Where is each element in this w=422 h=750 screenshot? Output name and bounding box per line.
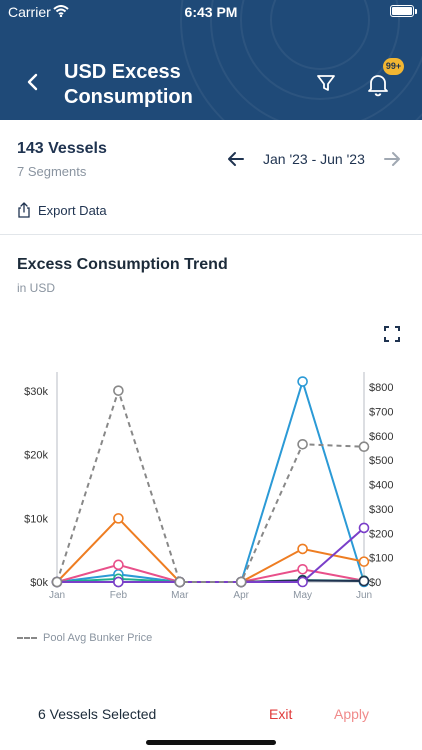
export-data-label: Export Data: [38, 202, 107, 218]
chart-legend: Pool Avg Bunker Price: [17, 632, 152, 644]
data-point: [297, 376, 308, 387]
carrier-label: Carrier: [8, 4, 51, 20]
series-line: [56, 387, 365, 583]
previous-period-button[interactable]: [226, 149, 246, 169]
x-tick-label: Mar: [171, 590, 189, 601]
app-header: [0, 0, 422, 120]
y-left-tick-label: $0k: [30, 577, 48, 589]
filter-icon: [317, 75, 335, 91]
excess-consumption-chart: $0k $10k $20k $30k $0 $100 $200 $300 $400 $500 $60…: [0, 360, 422, 610]
data-point: [113, 559, 124, 571]
date-range: Jan '23 - Jun '23: [263, 151, 365, 167]
battery-tip: [415, 9, 417, 14]
data-point: [113, 513, 124, 524]
summary-panel: 143 Vessels 7 Segments Jan '23 - Jun '23…: [0, 120, 422, 235]
data-point: [51, 576, 63, 588]
data-point: [297, 543, 308, 555]
page-title: USD Excess Consumption: [64, 61, 193, 108]
expand-chart-button[interactable]: [383, 325, 401, 343]
data-point: [358, 556, 370, 567]
y-right-tick-label: $300: [369, 504, 393, 516]
x-tick-label: Jan: [49, 590, 65, 601]
data-point: [113, 385, 124, 396]
data-point: [358, 441, 370, 453]
y-left-tick-label: $10k: [24, 513, 48, 525]
data-point: [358, 522, 370, 534]
battery-icon: [390, 5, 414, 17]
data-point: [297, 438, 308, 450]
data-point: [235, 576, 247, 588]
data-point: [297, 576, 308, 588]
y-left-tick-label: $20k: [24, 450, 48, 462]
x-tick-label: Apr: [233, 590, 249, 601]
wifi-icon: [53, 4, 69, 20]
notification-badge: 99+: [383, 58, 404, 75]
y-right-tick-label: $400: [369, 480, 393, 492]
next-period-button[interactable]: [382, 149, 402, 169]
vessel-count: 143 Vessels: [17, 140, 107, 157]
data-point: [358, 575, 370, 587]
bell-icon: [368, 75, 388, 97]
fullscreen-icon: [384, 326, 400, 342]
y-right-tick-label: $500: [369, 455, 393, 467]
back-button[interactable]: [20, 68, 46, 96]
series-line: [57, 527, 365, 583]
filter-button[interactable]: [314, 71, 338, 95]
data-point: [113, 576, 124, 588]
segment-count: 7 Segments: [17, 164, 87, 179]
chart-subtitle: in USD: [17, 281, 56, 295]
arrow-left-icon: [228, 152, 244, 166]
exit-button[interactable]: Exit: [269, 706, 293, 722]
chevron-left-icon: [27, 73, 38, 91]
y-right-tick-label: $0: [369, 577, 381, 589]
dashed-line-swatch: [17, 637, 37, 639]
chart-canvas: $0k $10k $20k $30k $0 $100 $200 $300 $400 $500 $60…: [24, 372, 393, 601]
notifications-button[interactable]: [364, 70, 392, 98]
chart-title: Excess Consumption Trend: [17, 256, 228, 273]
data-point: [297, 563, 308, 575]
y-right-tick-label: $800: [369, 382, 393, 394]
export-data-button[interactable]: Export Data: [17, 200, 107, 220]
y-right-tick-label: $100: [369, 553, 393, 565]
selected-vessels-label: 6 Vessels Selected: [38, 706, 157, 722]
y-right-tick-label: $600: [369, 431, 393, 443]
status-bar: Carrier 6:43 PM: [0, 0, 422, 24]
legend-label: Pool Avg Bunker Price: [43, 632, 153, 644]
home-indicator: [146, 740, 276, 745]
x-tick-label: Jun: [356, 590, 372, 601]
data-point: [174, 576, 186, 588]
share-icon: [18, 202, 30, 218]
selection-bar: 6 Vessels Selected Exit Apply: [0, 690, 422, 740]
x-tick-label: May: [293, 590, 312, 601]
y-right-tick-label: $700: [369, 406, 393, 418]
y-right-tick-label: $200: [369, 528, 393, 540]
arrow-right-icon: [384, 152, 400, 166]
y-left-tick-label: $30k: [24, 386, 48, 398]
x-tick-label: Feb: [110, 590, 128, 601]
apply-button[interactable]: Apply: [334, 706, 370, 722]
clock: 6:43 PM: [184, 4, 238, 20]
